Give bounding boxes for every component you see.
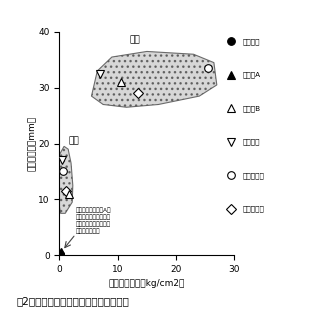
Y-axis label: 山中式硬度（mm）: 山中式硬度（mm）	[28, 116, 37, 171]
Text: 黒ボク土と赤色土Aは
生土と風乎のいずれで
も硬度計を刺すと土壌
が割れ測定不能: 黒ボク土と赤色土Aは 生土と風乎のいずれで も硬度計を刺すと土壌 が割れ測定不能	[76, 208, 111, 234]
Text: 随成未熟土: 随成未熟土	[243, 172, 264, 179]
Text: 黒ボク土: 黒ボク土	[243, 38, 260, 45]
Polygon shape	[58, 146, 73, 213]
Text: 風乎: 風乎	[130, 36, 141, 45]
X-axis label: 一軸圧縮強度（kg/cm2）: 一軸圧縮強度（kg/cm2）	[109, 279, 185, 288]
Text: 図2　一軸圧縮強度と山中式硬度の関係: 図2 一軸圧縮強度と山中式硬度の関係	[16, 296, 129, 306]
Text: 暗赤色土: 暗赤色土	[243, 139, 260, 145]
Text: 赤色土A: 赤色土A	[243, 72, 261, 78]
Text: 赤色土B: 赤色土B	[243, 105, 261, 112]
Polygon shape	[91, 51, 217, 107]
Text: 低地水田土: 低地水田土	[243, 206, 264, 212]
Text: 生土: 生土	[68, 136, 79, 145]
